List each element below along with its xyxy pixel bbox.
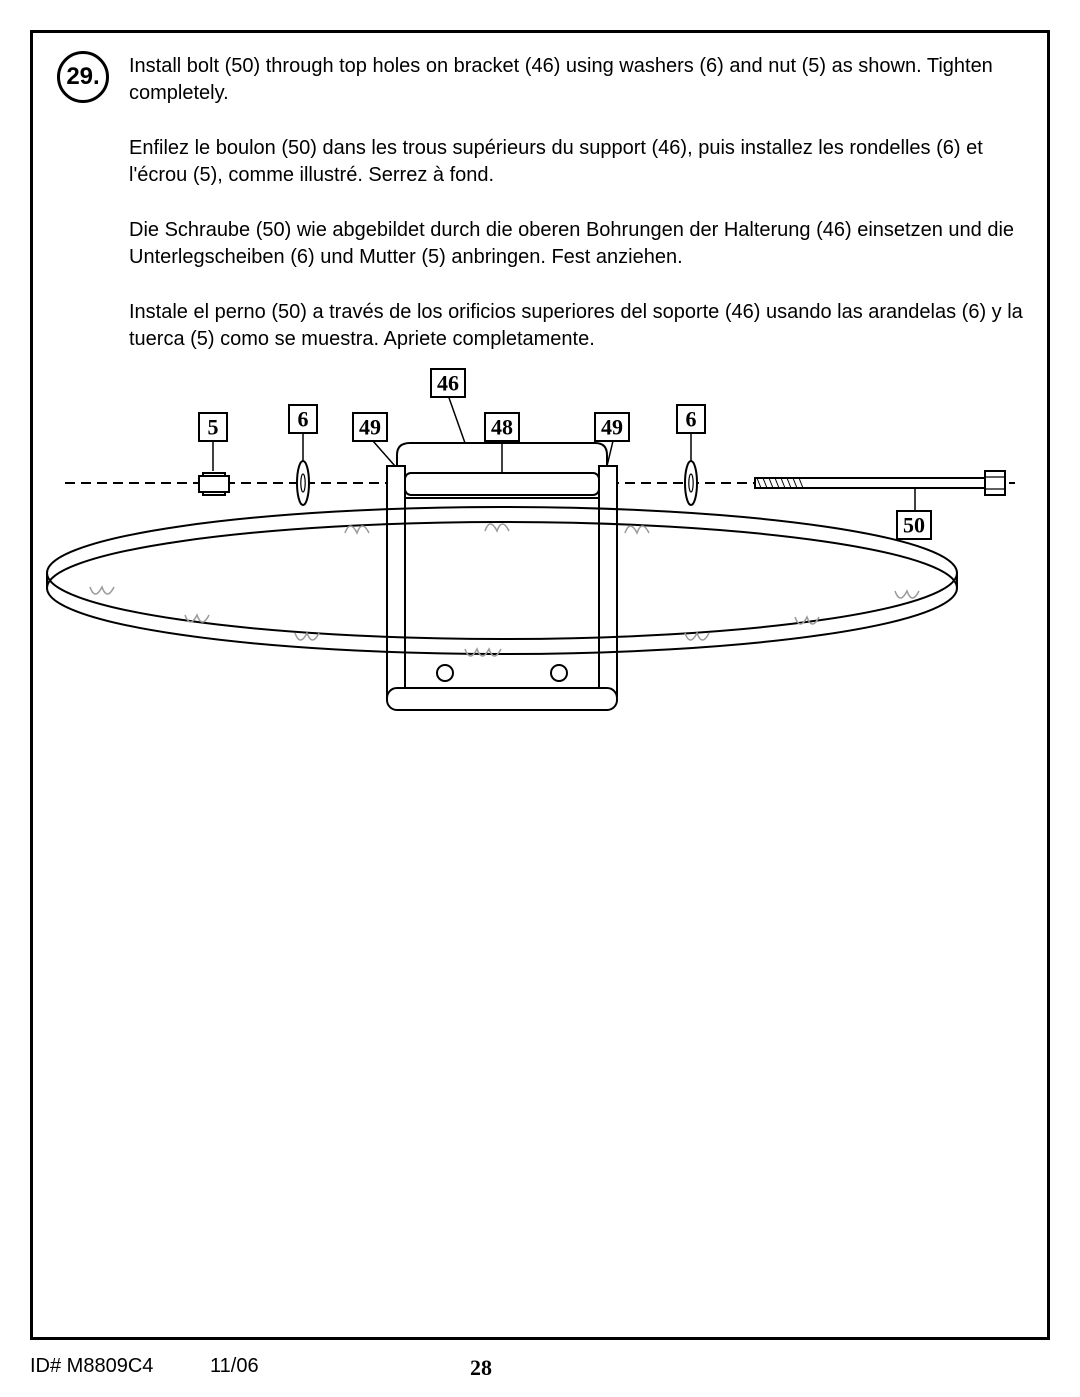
page-footer: ID# M8809C4 11/06 28 xyxy=(30,1355,1050,1381)
svg-text:49: 49 xyxy=(601,415,623,440)
assembly-diagram: 46 5 6 49 xyxy=(33,333,1047,783)
part-bracket-49-left xyxy=(387,466,405,696)
step-row: 29. Install bolt (50) through top holes … xyxy=(57,53,1023,381)
svg-text:50: 50 xyxy=(903,513,925,538)
callout-6-right: 6 xyxy=(677,405,705,461)
svg-text:6: 6 xyxy=(686,407,697,432)
instruction-fr: Enfilez le boulon (50) dans les trous su… xyxy=(129,135,1023,189)
instruction-block: Install bolt (50) through top holes on b… xyxy=(129,53,1023,381)
svg-text:46: 46 xyxy=(437,371,459,396)
instruction-de: Die Schraube (50) wie abgebildet durch d… xyxy=(129,217,1023,271)
part-bolt xyxy=(755,471,1005,495)
part-nut xyxy=(199,473,229,495)
net-hooks xyxy=(90,524,919,656)
callout-6-left: 6 xyxy=(289,405,317,461)
svg-text:48: 48 xyxy=(491,415,513,440)
callout-5: 5 xyxy=(199,413,227,471)
callout-50: 50 xyxy=(897,488,931,539)
svg-text:5: 5 xyxy=(208,415,219,440)
part-48 xyxy=(405,473,599,495)
page: 29. Install bolt (50) through top holes … xyxy=(0,0,1080,1397)
footer-page-number: 28 xyxy=(470,1355,492,1381)
part-washer-left xyxy=(297,461,309,505)
svg-text:49: 49 xyxy=(359,415,381,440)
part-bracket-49-right xyxy=(599,466,617,696)
footer-date: 11/06 xyxy=(210,1355,470,1381)
step-number-circle: 29. xyxy=(57,51,109,103)
instruction-en: Install bolt (50) through top holes on b… xyxy=(129,53,1023,107)
part-washer-right xyxy=(685,461,697,505)
svg-text:6: 6 xyxy=(298,407,309,432)
callout-46: 46 xyxy=(431,369,465,443)
step-number: 29. xyxy=(66,63,99,91)
part-rim xyxy=(47,507,957,654)
content-frame: 29. Install bolt (50) through top holes … xyxy=(30,30,1050,1340)
callout-49-left: 49 xyxy=(353,413,395,466)
footer-id: ID# M8809C4 xyxy=(30,1355,210,1381)
